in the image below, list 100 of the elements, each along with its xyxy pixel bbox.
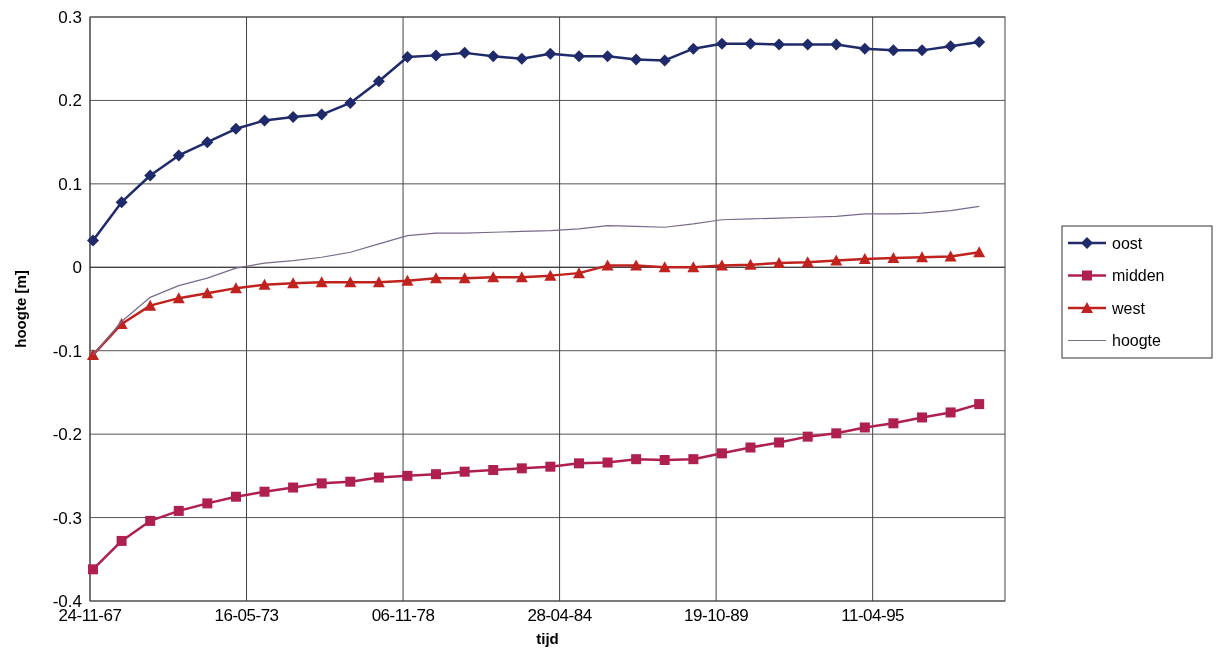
point [573,267,585,279]
point [601,259,614,271]
point [515,52,528,65]
point [315,108,328,121]
point [487,271,500,283]
point [115,196,128,209]
point [602,457,613,468]
point [488,465,499,476]
point [916,251,929,263]
point [574,458,584,469]
point [745,442,756,453]
point [858,42,871,55]
point [658,54,671,67]
y-tick-label: -0.1 [52,341,82,361]
point [887,44,900,57]
point [372,276,385,288]
point [402,470,413,481]
point [601,50,614,63]
point [372,75,385,88]
point [430,272,443,284]
y-tick-label: 0.3 [58,7,82,27]
point [344,276,357,288]
point [917,412,928,423]
point [258,278,271,290]
x-tick-label: 28-04-84 [527,606,592,625]
legend-label: oost [1112,234,1143,252]
point [430,49,443,62]
point [715,37,728,50]
x-tick-label: 24-11-67 [58,606,122,625]
point [144,169,157,182]
point [715,259,728,271]
point [87,564,98,575]
point [744,258,757,270]
x-axis-title: tijd [536,630,559,647]
point [945,407,956,418]
point [345,476,356,487]
point [773,38,786,51]
point [974,399,985,410]
point [916,44,929,57]
point [401,51,414,64]
point [515,271,528,283]
x-tick-label: 19-10-89 [684,606,749,625]
legend-label: west [1111,299,1146,317]
x-tick-label: 16-05-73 [214,606,279,625]
point [801,256,814,268]
point [630,259,643,271]
point [229,122,242,135]
y-axis-title: hoogte [m] [12,270,29,348]
x-tick-label: 11-04-95 [841,606,905,625]
point [431,469,442,480]
point [230,491,241,502]
point [973,36,986,49]
point [458,272,471,284]
point [86,234,99,247]
point [288,482,299,493]
point [144,299,157,311]
point [545,461,556,472]
point [802,431,813,442]
point [459,466,470,477]
y-tick-label: -0.3 [52,508,82,528]
point [401,274,414,286]
point [944,40,957,53]
point [315,276,328,288]
point [259,486,270,497]
point [116,535,127,546]
y-tick-label: -0.2 [52,425,82,445]
point [544,47,557,60]
point [173,505,184,516]
point [201,136,214,149]
point [287,277,300,289]
point [544,269,557,281]
point [287,111,300,124]
point [258,114,271,127]
point [630,53,643,66]
y-tick-label: 0.1 [58,174,82,194]
point [229,282,242,294]
point [458,46,471,59]
point [944,250,957,262]
point [373,472,384,483]
point [716,448,727,459]
point [687,261,700,273]
point [774,437,785,448]
legend-label: hoogte [1112,332,1162,350]
point [859,422,870,433]
point [687,42,700,55]
point [201,287,214,299]
point [830,254,843,266]
point [631,454,642,465]
point [145,515,156,526]
point [744,37,757,50]
point [516,463,527,474]
legend-label: midden [1112,267,1165,285]
point [86,348,99,360]
point [172,149,185,162]
y-tick-label: 0 [72,258,82,278]
point [830,38,843,51]
point [487,50,500,63]
point [172,292,185,304]
point [316,478,327,489]
point [801,38,814,51]
